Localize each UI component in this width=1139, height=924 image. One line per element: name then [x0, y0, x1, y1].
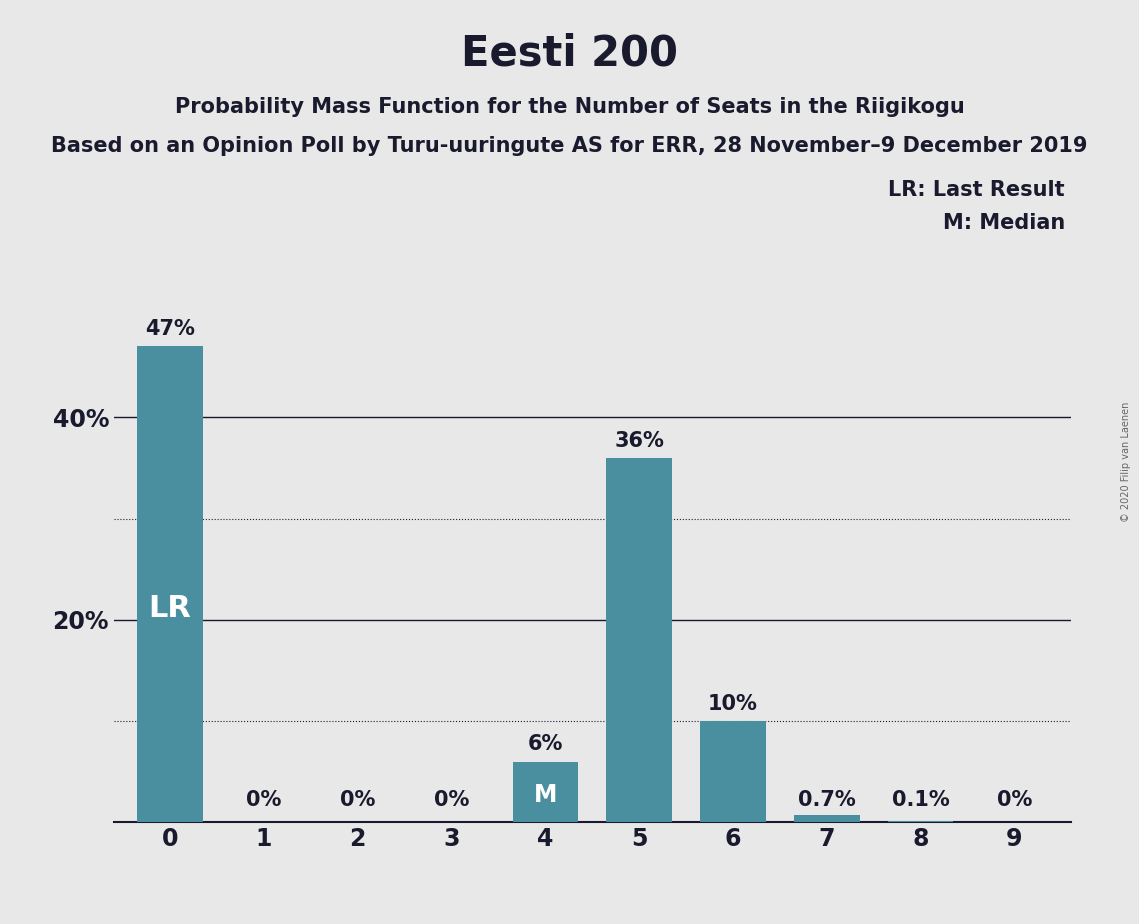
Text: 0%: 0% [341, 790, 376, 810]
Bar [513, 761, 579, 822]
Text: © 2020 Filip van Laenen: © 2020 Filip van Laenen [1121, 402, 1131, 522]
Bar [700, 721, 765, 822]
Text: 6%: 6% [527, 735, 563, 755]
Bar [887, 821, 953, 822]
Text: 0%: 0% [246, 790, 281, 810]
Text: Based on an Opinion Poll by Turu-uuringute AS for ERR, 28 November–9 December 20: Based on an Opinion Poll by Turu-uuringu… [51, 136, 1088, 156]
Bar [794, 815, 860, 822]
Text: M: M [534, 783, 557, 807]
Text: 0%: 0% [997, 790, 1032, 810]
Text: Probability Mass Function for the Number of Seats in the Riigikogu: Probability Mass Function for the Number… [174, 97, 965, 117]
Text: LR: LR [149, 593, 191, 623]
Bar [138, 346, 203, 822]
Text: 36%: 36% [614, 431, 664, 451]
Bar [606, 457, 672, 822]
Text: 47%: 47% [146, 319, 195, 339]
Text: 10%: 10% [708, 694, 757, 714]
Text: 0.7%: 0.7% [798, 790, 855, 810]
Text: 0%: 0% [434, 790, 469, 810]
Text: Eesti 200: Eesti 200 [461, 32, 678, 74]
Text: LR: Last Result: LR: Last Result [888, 180, 1065, 201]
Text: M: Median: M: Median [943, 213, 1065, 233]
Text: 0.1%: 0.1% [892, 790, 950, 810]
